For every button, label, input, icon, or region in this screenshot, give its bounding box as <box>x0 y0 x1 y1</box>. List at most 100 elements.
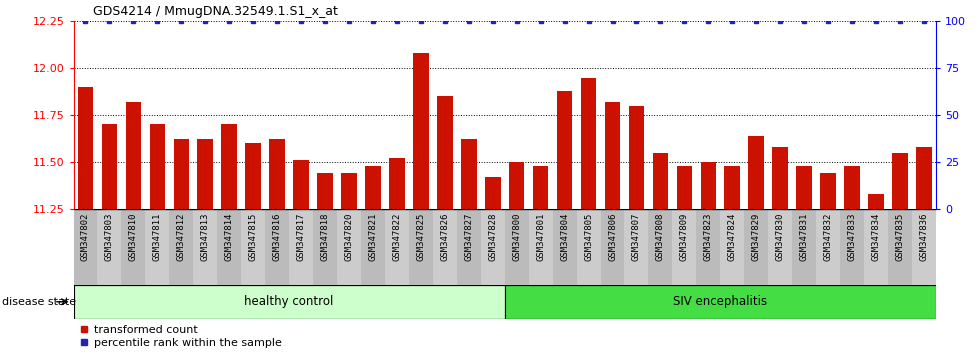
Bar <box>820 173 836 209</box>
Text: GSM347805: GSM347805 <box>584 213 593 261</box>
Text: GSM347808: GSM347808 <box>656 213 664 261</box>
Text: GSM347809: GSM347809 <box>680 213 689 261</box>
Text: GSM347820: GSM347820 <box>345 213 354 261</box>
Bar <box>701 162 716 209</box>
Text: GSM347811: GSM347811 <box>153 213 162 261</box>
Text: GSM347817: GSM347817 <box>297 213 306 261</box>
Bar <box>461 139 476 209</box>
Text: GSM347824: GSM347824 <box>728 213 737 261</box>
Legend: transformed count, percentile rank within the sample: transformed count, percentile rank withi… <box>79 325 281 348</box>
Bar <box>720 209 744 285</box>
Text: GSM347827: GSM347827 <box>465 213 473 261</box>
Bar <box>864 209 888 285</box>
Bar <box>744 209 768 285</box>
Bar <box>485 177 501 209</box>
Bar <box>197 139 213 209</box>
Bar <box>341 173 357 209</box>
Bar <box>601 209 624 285</box>
Bar <box>840 209 864 285</box>
Text: GSM347810: GSM347810 <box>129 213 138 261</box>
Bar <box>193 209 218 285</box>
Bar <box>888 209 912 285</box>
Bar <box>270 139 285 209</box>
Bar <box>509 162 524 209</box>
Bar <box>916 147 932 209</box>
Bar <box>245 143 261 209</box>
Text: GSM347831: GSM347831 <box>800 213 808 261</box>
Bar <box>74 285 505 319</box>
Text: disease state: disease state <box>2 297 76 307</box>
Bar <box>97 209 122 285</box>
Bar <box>505 285 936 319</box>
Text: GSM347816: GSM347816 <box>272 213 281 261</box>
Bar <box>366 166 380 209</box>
Bar <box>293 160 309 209</box>
Bar <box>797 166 811 209</box>
Text: GSM347803: GSM347803 <box>105 213 114 261</box>
Text: GSM347832: GSM347832 <box>823 213 833 261</box>
Bar <box>173 139 189 209</box>
Bar <box>672 209 697 285</box>
Bar <box>413 53 428 209</box>
Bar <box>676 166 692 209</box>
Text: GDS4214 / MmugDNA.32549.1.S1_x_at: GDS4214 / MmugDNA.32549.1.S1_x_at <box>93 5 338 18</box>
Bar <box>218 209 241 285</box>
Text: GSM347835: GSM347835 <box>896 213 905 261</box>
Bar <box>816 209 840 285</box>
Bar <box>289 209 313 285</box>
Text: GSM347815: GSM347815 <box>249 213 258 261</box>
Text: GSM347807: GSM347807 <box>632 213 641 261</box>
Text: GSM347818: GSM347818 <box>320 213 329 261</box>
Bar <box>772 147 788 209</box>
Text: GSM347829: GSM347829 <box>752 213 760 261</box>
Bar <box>749 136 764 209</box>
Bar <box>437 96 453 209</box>
Bar <box>697 209 720 285</box>
Bar <box>628 105 644 209</box>
Bar <box>170 209 193 285</box>
Bar <box>792 209 816 285</box>
Bar <box>649 209 672 285</box>
Bar <box>653 153 668 209</box>
Bar <box>241 209 266 285</box>
Text: GSM347823: GSM347823 <box>704 213 712 261</box>
Bar <box>605 102 620 209</box>
Bar <box>457 209 481 285</box>
Text: GSM347804: GSM347804 <box>561 213 569 261</box>
Bar <box>581 78 596 209</box>
Bar <box>557 91 572 209</box>
Text: GSM347822: GSM347822 <box>392 213 402 261</box>
Text: GSM347834: GSM347834 <box>871 213 880 261</box>
Bar <box>624 209 649 285</box>
Bar <box>576 209 601 285</box>
Text: SIV encephalitis: SIV encephalitis <box>673 295 767 308</box>
Bar <box>313 209 337 285</box>
Bar <box>122 209 145 285</box>
Bar <box>768 209 792 285</box>
Bar <box>145 209 170 285</box>
Text: GSM347813: GSM347813 <box>201 213 210 261</box>
Bar <box>892 153 907 209</box>
Text: GSM347825: GSM347825 <box>416 213 425 261</box>
Bar <box>77 87 93 209</box>
Bar <box>553 209 576 285</box>
Bar <box>102 125 118 209</box>
Bar <box>528 209 553 285</box>
Text: GSM347802: GSM347802 <box>81 213 90 261</box>
Bar <box>150 125 165 209</box>
Bar <box>389 158 405 209</box>
Bar <box>533 166 549 209</box>
Text: GSM347814: GSM347814 <box>224 213 233 261</box>
Text: GSM347800: GSM347800 <box>513 213 521 261</box>
Bar <box>221 125 237 209</box>
Bar <box>844 166 859 209</box>
Bar <box>481 209 505 285</box>
Bar <box>74 209 97 285</box>
Text: GSM347812: GSM347812 <box>176 213 186 261</box>
Bar <box>318 173 333 209</box>
Text: GSM347826: GSM347826 <box>440 213 449 261</box>
Text: GSM347828: GSM347828 <box>488 213 497 261</box>
Bar <box>361 209 385 285</box>
Text: GSM347806: GSM347806 <box>608 213 617 261</box>
Bar <box>125 102 141 209</box>
